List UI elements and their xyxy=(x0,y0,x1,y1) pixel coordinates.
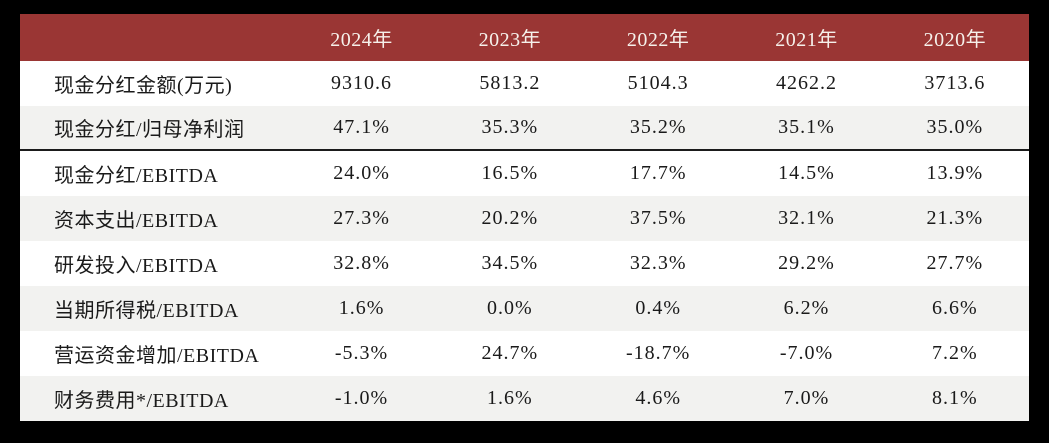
value-cell: 1.6% xyxy=(487,387,533,409)
value-cell: 0.0% xyxy=(487,297,533,319)
value-cell: 17.7% xyxy=(629,162,687,184)
value-cell: 6.6% xyxy=(931,297,978,319)
row-label: 当期所得税/EBITDA xyxy=(54,300,239,322)
value-cell: 8.1% xyxy=(931,387,978,409)
row-label: 现金分红/EBITDA xyxy=(54,165,219,187)
table-row: 研发投入/EBITDA 32.8% 34.5% 32.3% 29.2% 27.7% xyxy=(20,241,1029,286)
row-label: 资本支出/EBITDA xyxy=(54,210,219,232)
value-cell: 6.2% xyxy=(783,297,830,319)
table-row: 财务费用*/EBITDA -1.0% 1.6% 4.6% 7.0% 8.1% xyxy=(20,376,1029,421)
value-cell: 20.2% xyxy=(481,207,539,229)
value-cell: -7.0% xyxy=(779,342,834,364)
value-cell: -1.0% xyxy=(334,387,389,409)
value-cell: 37.5% xyxy=(629,207,687,229)
table-row: 现金分红/EBITDA 24.0% 16.5% 17.7% 14.5% 13.9% xyxy=(20,151,1029,196)
value-cell: 5104.3 xyxy=(627,72,689,94)
value-cell: 0.4% xyxy=(635,297,682,319)
table-row: 现金分红金额(万元) 9310.6 5813.2 5104.3 4262.2 3713.6 xyxy=(20,61,1029,106)
year-column-header: 2023年 xyxy=(478,29,542,51)
year-column-header: 2021年 xyxy=(775,29,838,51)
row-label: 财务费用*/EBITDA xyxy=(54,390,229,412)
value-cell: 4262.2 xyxy=(776,72,837,94)
value-cell: 47.1% xyxy=(333,116,390,138)
row-label: 现金分红/归母净利润 xyxy=(54,119,245,141)
table-row: 营运资金增加/EBITDA -5.3% 24.7% -18.7% -7.0% 7.2% xyxy=(20,331,1029,376)
year-column-header: 2020年 xyxy=(923,29,987,51)
value-cell: -18.7% xyxy=(626,342,691,364)
value-cell: 7.0% xyxy=(783,387,830,409)
value-cell: 14.5% xyxy=(778,162,835,184)
value-cell: 35.1% xyxy=(778,116,835,138)
value-cell: 27.7% xyxy=(926,252,984,274)
table-header-row: 2024年 2023年 2022年 2021年 2020年 xyxy=(20,14,1029,61)
value-cell: 32.3% xyxy=(629,252,687,274)
row-label: 营运资金增加/EBITDA xyxy=(54,345,260,367)
table-row: 现金分红/归母净利润 47.1% 35.3% 35.2% 35.1% 35.0% xyxy=(20,106,1029,151)
value-cell: 9310.6 xyxy=(331,72,393,94)
financial-metrics-table: 2024年 2023年 2022年 2021年 2020年 现金分红金额(万元) 9310… xyxy=(20,14,1029,421)
value-cell: 13.9% xyxy=(926,162,984,184)
value-cell: 24.0% xyxy=(333,162,390,184)
value-cell: 32.8% xyxy=(333,252,390,274)
value-cell: 4.6% xyxy=(635,387,682,409)
value-cell: 34.5% xyxy=(481,252,539,274)
value-cell: 24.7% xyxy=(481,342,539,364)
value-cell: 21.3% xyxy=(926,207,984,229)
year-column-header: 2022年 xyxy=(626,29,690,51)
value-cell: 29.2% xyxy=(778,252,835,274)
value-cell: 3713.6 xyxy=(924,72,986,94)
value-cell: 5813.2 xyxy=(479,72,541,94)
value-cell: 7.2% xyxy=(931,342,978,364)
table-row: 资本支出/EBITDA 27.3% 20.2% 37.5% 32.1% 21.3% xyxy=(20,196,1029,241)
row-label: 现金分红金额(万元) xyxy=(54,75,233,97)
year-column-header: 2024年 xyxy=(330,29,393,51)
table-body: 现金分红金额(万元) 9310.6 5813.2 5104.3 4262.2 3713.6… xyxy=(20,61,1029,421)
value-cell: 16.5% xyxy=(481,162,539,184)
value-cell: 1.6% xyxy=(338,297,385,319)
value-cell: -5.3% xyxy=(334,342,389,364)
value-cell: 32.1% xyxy=(778,207,835,229)
value-cell: 35.0% xyxy=(926,116,984,138)
row-label: 研发投入/EBITDA xyxy=(54,255,219,277)
value-cell: 35.3% xyxy=(481,116,539,138)
table-row: 当期所得税/EBITDA 1.6% 0.0% 0.4% 6.2% 6.6% xyxy=(20,286,1029,331)
value-cell: 27.3% xyxy=(333,207,390,229)
value-cell: 35.2% xyxy=(629,116,687,138)
